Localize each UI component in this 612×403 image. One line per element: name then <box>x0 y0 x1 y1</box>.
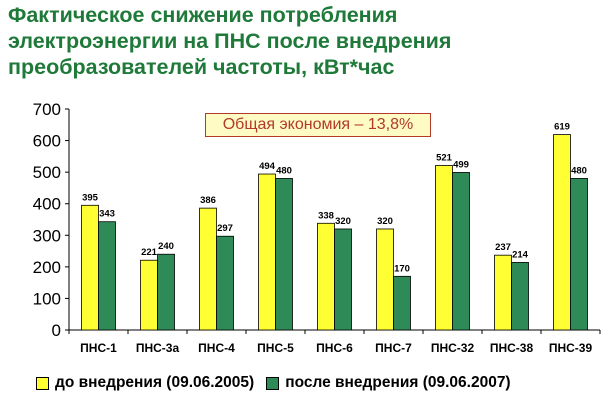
data-label-after: 297 <box>217 223 233 234</box>
bar-after <box>452 172 470 331</box>
bar-after <box>511 262 529 331</box>
category-label: ПНС-7 <box>375 341 412 355</box>
data-label-before: 338 <box>318 210 334 221</box>
bar-after <box>334 228 352 331</box>
data-label-before: 386 <box>200 195 216 206</box>
category-label: ПНС-6 <box>316 341 353 355</box>
y-tick-label: 100 <box>33 289 61 308</box>
legend-swatch-after <box>266 376 280 390</box>
total-savings-annotation: Общая экономия – 13,8% <box>205 113 431 137</box>
category-label: ПНС-38 <box>490 341 534 355</box>
data-label-before: 237 <box>495 242 511 253</box>
legend-label-before: до внедрения (09.06.2005) <box>55 374 255 391</box>
bar-before <box>376 228 394 331</box>
category-label: ПНС-1 <box>80 341 117 355</box>
y-tick-label: 700 <box>33 100 61 119</box>
y-tick-label: 200 <box>33 258 61 277</box>
bar-before <box>81 204 99 331</box>
bar-after <box>570 178 588 331</box>
data-label-before: 221 <box>141 247 158 258</box>
category-label: ПНС-4 <box>198 341 235 355</box>
data-label-before: 320 <box>377 216 393 227</box>
data-label-after: 170 <box>394 263 410 274</box>
data-label-after: 320 <box>335 216 351 227</box>
y-tick-label: 500 <box>33 163 61 182</box>
chart-title: Фактическое снижение потребления электро… <box>8 2 608 80</box>
category-label: ПНС-32 <box>431 341 475 355</box>
data-label-before: 521 <box>436 153 453 164</box>
data-label-after: 240 <box>158 241 174 252</box>
bar-before <box>494 254 512 331</box>
data-label-after: 480 <box>276 165 292 176</box>
y-tick-label: 300 <box>33 226 61 245</box>
data-label-after: 480 <box>571 165 587 176</box>
bar-before <box>435 165 453 331</box>
chart-title-line-3: преобразователей частоты, кВт*час <box>8 55 395 79</box>
chart-title-line-2: электроэнергии на ПНС после внедрения <box>8 29 452 53</box>
bar-after <box>98 221 116 331</box>
y-tick-label: 600 <box>33 132 61 151</box>
category-label: ПНС-5 <box>257 341 294 355</box>
bar-after <box>275 178 293 331</box>
data-label-before: 619 <box>554 122 570 133</box>
legend-item-after: после внедрения (09.06.2007) <box>266 374 511 392</box>
y-tick-label: 400 <box>33 195 61 214</box>
legend-item-before: до внедрения (09.06.2005) <box>36 374 254 392</box>
chart-title-line-1: Фактическое снижение потребления <box>8 3 398 27</box>
bar-after <box>216 235 234 331</box>
bar-before <box>258 173 276 331</box>
y-tick-label: 0 <box>52 321 61 340</box>
data-label-after: 214 <box>512 249 529 260</box>
bar-before <box>553 134 571 331</box>
category-label: ПНС-39 <box>549 341 593 355</box>
legend-label-after: после внедрения (09.06.2007) <box>285 374 511 391</box>
bar-before <box>317 222 335 331</box>
bar-after <box>393 275 411 331</box>
bar-before <box>140 259 158 331</box>
data-label-after: 343 <box>99 209 115 220</box>
bar-before <box>199 207 217 331</box>
data-label-before: 494 <box>259 161 276 172</box>
data-label-before: 395 <box>82 192 99 203</box>
category-label: ПНС-3а <box>136 341 180 355</box>
chart-legend: до внедрения (09.06.2005) после внедрени… <box>36 372 606 394</box>
data-label-after: 499 <box>453 159 469 170</box>
legend-swatch-before <box>36 376 49 390</box>
bar-after <box>157 253 175 331</box>
